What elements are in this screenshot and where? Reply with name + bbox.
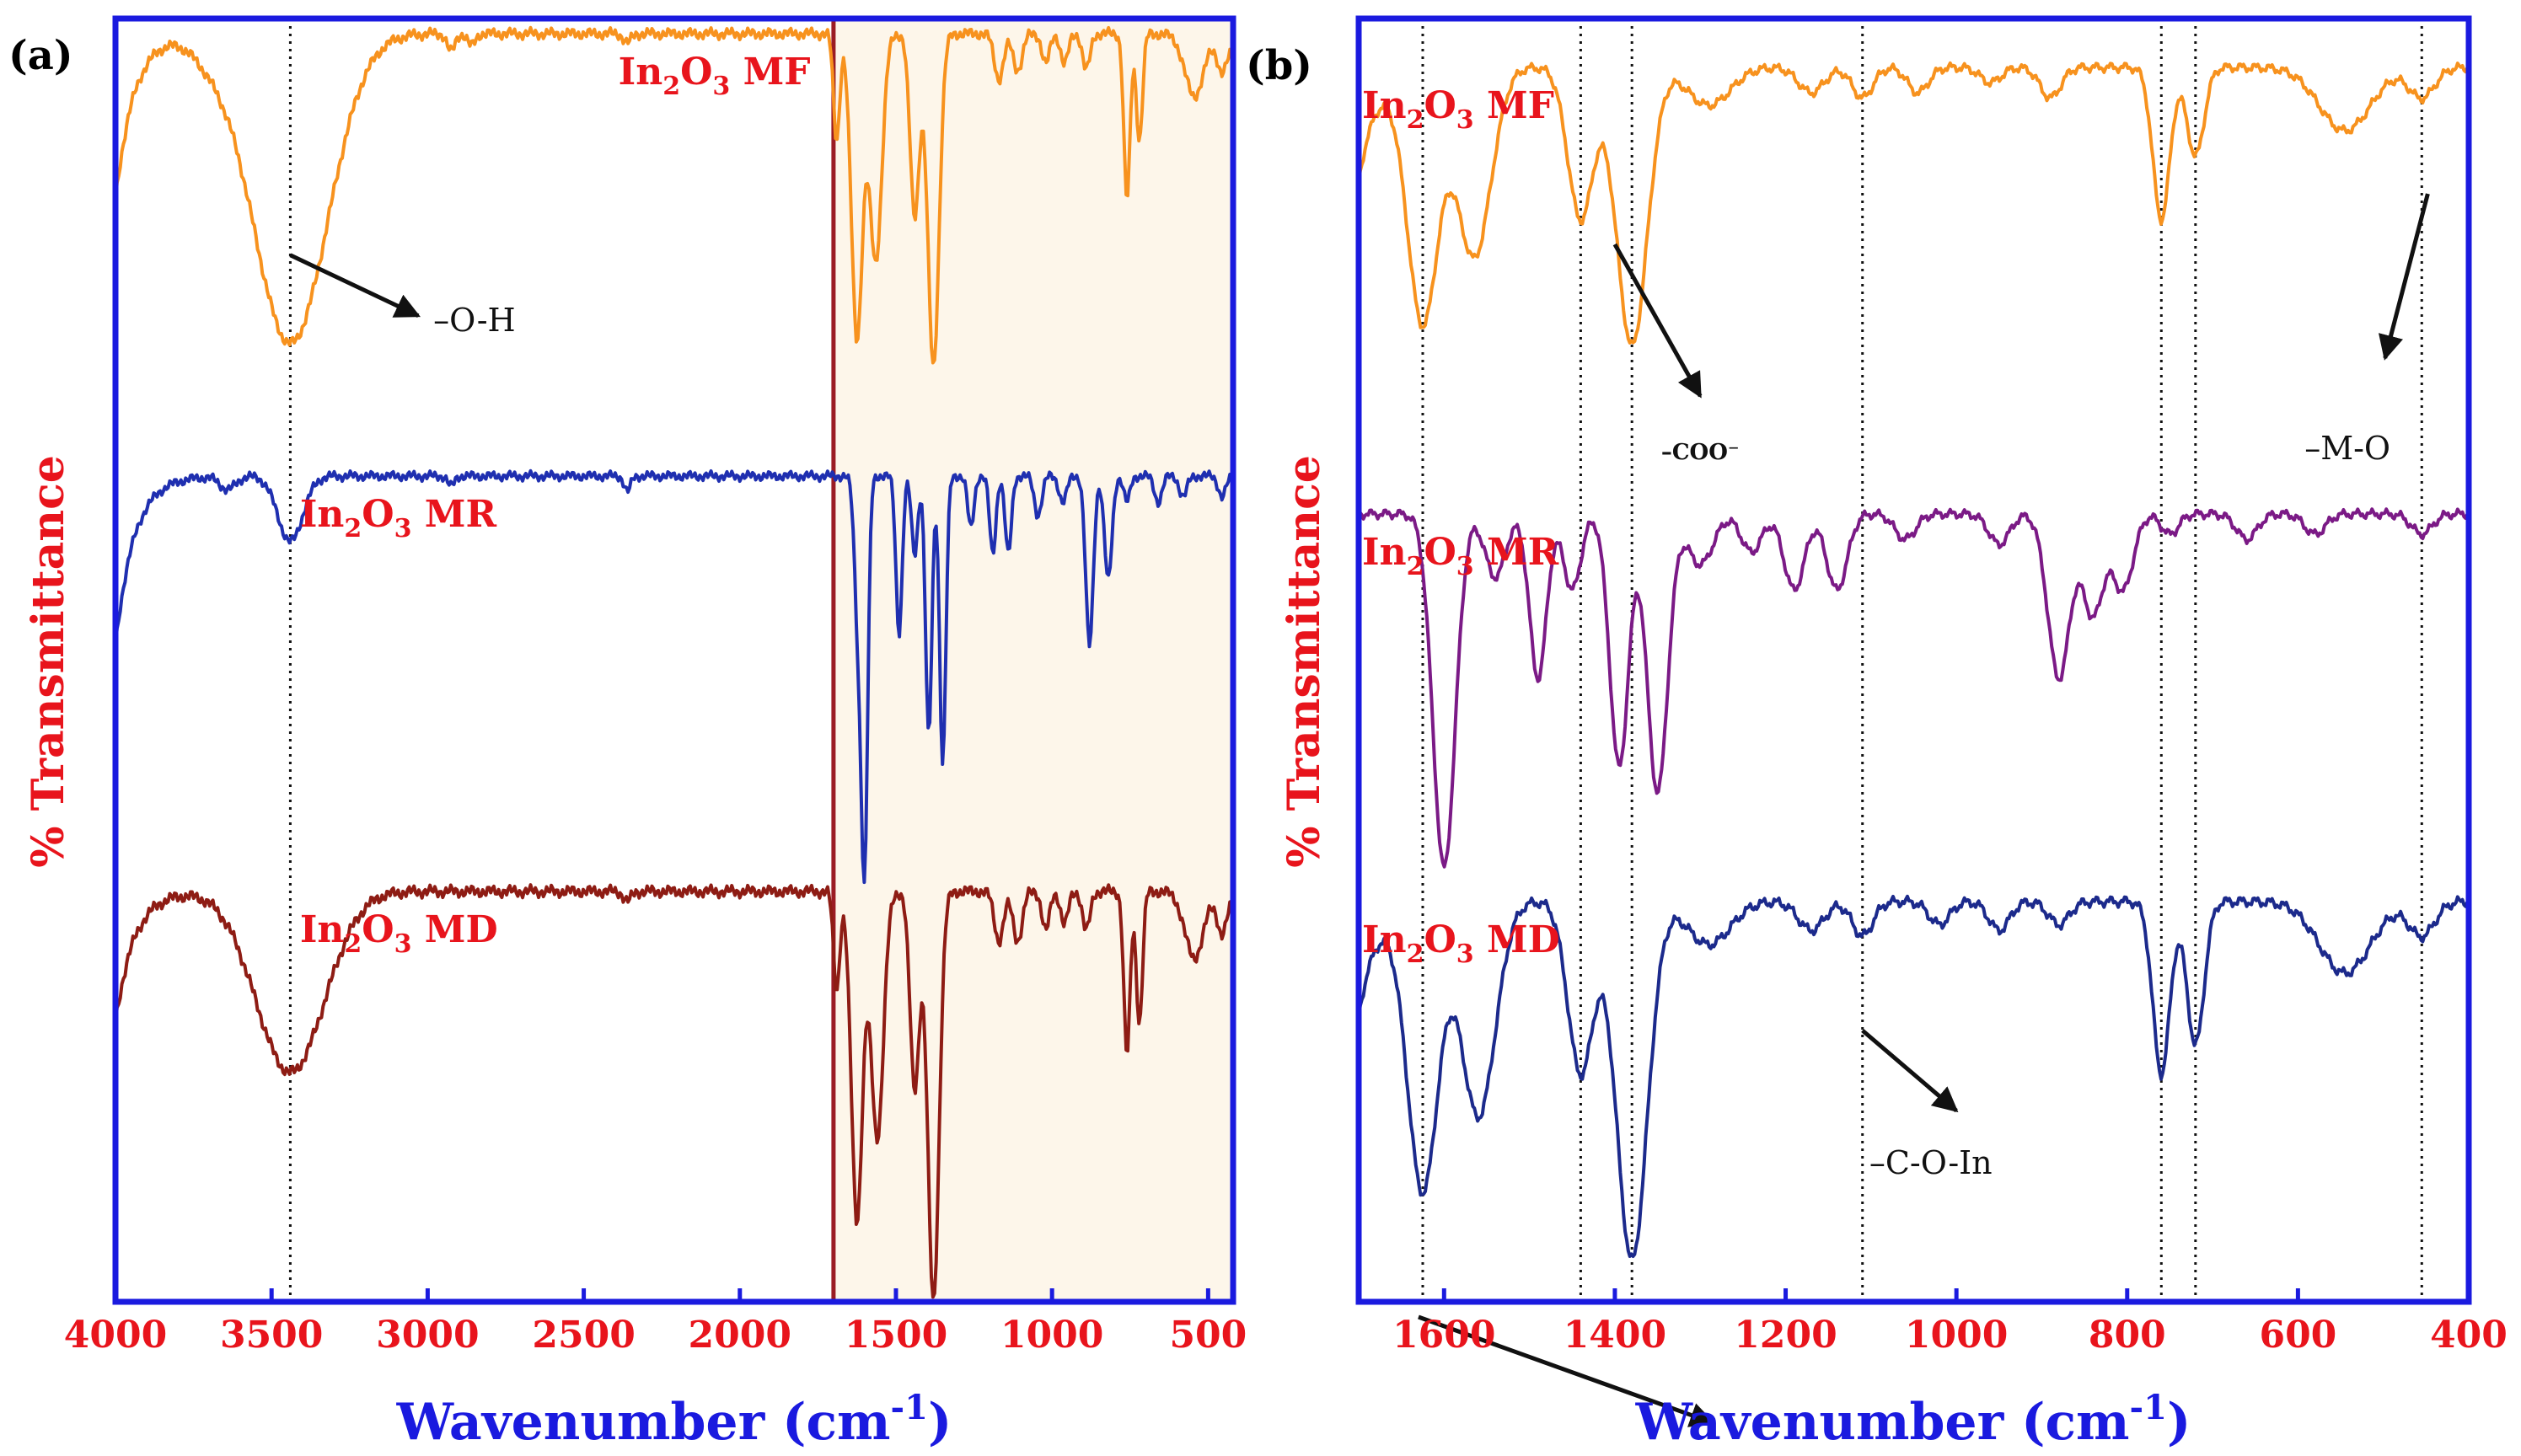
- annotation-arrow: [1418, 1314, 1716, 1427]
- panel-b-annotations: –COO⁻–M-O–C-O-In–H-O-H: [1418, 193, 2430, 1427]
- x-tick-label: 2000: [689, 1314, 791, 1357]
- panel-a-x-axis-label-main: Wavenumber (cm: [396, 1393, 891, 1452]
- series-label: In2O3 MF: [1362, 84, 1554, 135]
- annotation-label: –C-O-In: [1869, 1144, 1993, 1181]
- annotation-label: –COO⁻: [1661, 440, 1740, 465]
- x-tick-label: 500: [1169, 1314, 1247, 1357]
- panel-b-x-axis-label-sup: -1: [2130, 1388, 2167, 1427]
- series-label: In2O3 MR: [300, 493, 497, 543]
- annotation-arrow: [289, 253, 421, 318]
- annotation-arrow: [1861, 1029, 1959, 1113]
- panel-a-series: In2O3 MF In2O3 MR In2O3 MD: [114, 25, 1235, 1299]
- series-label: In2O3 MF: [619, 51, 811, 101]
- panel-a-x-axis-label: Wavenumber (cm-1): [396, 1388, 952, 1452]
- panel-b-x-axis-label-close: ): [2167, 1393, 2191, 1452]
- panel-a-frame: [112, 15, 1236, 1305]
- series-line-in2o3-mr: [1357, 507, 2470, 869]
- panel-b-x-axis-label-main: Wavenumber (cm: [1635, 1393, 2130, 1452]
- x-tick-label: 400: [2430, 1314, 2508, 1357]
- panel-b-x-ticks: 1600 1400 1200 1000 800 600 400: [1392, 1288, 2508, 1357]
- panel-b-frame: [1355, 15, 2472, 1305]
- panel-b-series: In2O3 MF In2O3 MR In2O3 MD: [1357, 61, 2470, 1258]
- panel-a-x-ticks: 4000 3500 3000 2500 2000 1500 1000 500: [64, 1288, 1247, 1357]
- series-line-in2o3-md: [114, 883, 1235, 1299]
- x-tick-label: 1200: [1734, 1314, 1837, 1357]
- x-tick-label: 1400: [1564, 1314, 1666, 1357]
- panel-a-letter: (a): [8, 32, 73, 79]
- panel-a-annotations: –O-H: [289, 253, 516, 339]
- series-line-in2o3-md: [1357, 894, 2470, 1258]
- annotation-label: –M-O: [2304, 430, 2390, 467]
- panel-a-x-axis-label-close: ): [928, 1393, 952, 1452]
- panel-b-x-axis-label: Wavenumber (cm-1): [1635, 1388, 2191, 1452]
- x-tick-label: 3500: [220, 1314, 323, 1357]
- annotation-arrow: [2378, 193, 2430, 361]
- series-label: In2O3 MR: [1362, 531, 1559, 581]
- panel-b-y-axis-label: % Transmittance: [1279, 455, 1330, 868]
- x-tick-label: 2500: [532, 1314, 635, 1357]
- panel-a-x-axis-label-sup: -1: [891, 1388, 928, 1427]
- panel-b-letter: (b): [1246, 42, 1312, 89]
- x-tick-label: 800: [2089, 1314, 2166, 1357]
- series-label: In2O3 MD: [300, 908, 498, 959]
- annotation-arrow: [1612, 243, 1703, 399]
- series-label: In2O3 MD: [1362, 918, 1560, 969]
- annotation-label: –O-H: [433, 302, 516, 339]
- panel-b-reference-lines: [1421, 19, 2423, 1302]
- x-tick-label: 3000: [376, 1314, 479, 1357]
- x-tick-label: 600: [2259, 1314, 2336, 1357]
- series-line-in2o3-mr: [114, 468, 1235, 885]
- series-line-in2o3-mf: [114, 25, 1235, 365]
- panel-a-highlight-region: [831, 16, 1236, 1304]
- x-tick-label: 1600: [1392, 1314, 1495, 1357]
- x-tick-label: 1000: [1905, 1314, 2008, 1357]
- x-tick-label: 4000: [64, 1314, 167, 1357]
- x-tick-label: 1500: [845, 1314, 947, 1357]
- x-tick-label: 1000: [1000, 1314, 1103, 1357]
- series-line-in2o3-mf: [1357, 61, 2470, 345]
- panel-a-y-axis-label: % Transmittance: [23, 455, 74, 868]
